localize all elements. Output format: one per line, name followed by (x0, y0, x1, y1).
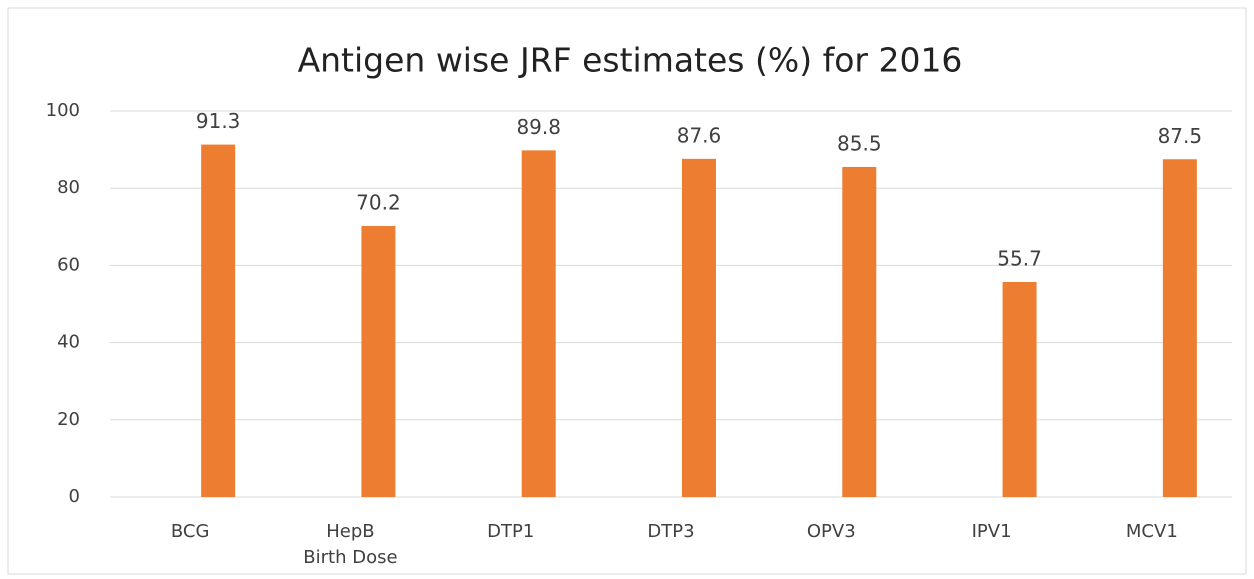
data-label: 85.5 (837, 131, 882, 155)
bar (682, 158, 716, 497)
x-tick-label: DTP1 (487, 521, 534, 542)
x-tick-label: MCV1 (1126, 521, 1178, 542)
y-tick-label: 40 (57, 332, 80, 353)
x-tick-label: BCG (171, 521, 210, 542)
chart-title: Antigen wise JRF estimates (%) for 2016 (298, 41, 963, 80)
x-tick-label: OPV3 (807, 521, 856, 542)
data-label: 55.7 (997, 246, 1042, 270)
bar (1002, 281, 1037, 497)
data-label: 89.8 (516, 115, 561, 139)
bar (201, 144, 236, 497)
data-label: 91.3 (196, 109, 241, 133)
y-tick-label: 60 (57, 254, 80, 275)
y-tick-label: 80 (57, 177, 80, 198)
data-label: 87.6 (677, 123, 722, 147)
bar (1162, 159, 1197, 497)
data-label: 70.2 (356, 191, 401, 215)
y-tick-label: 0 (69, 486, 80, 507)
x-tick-label: HepB Birth Dose (303, 521, 397, 568)
x-tick-label: DTP3 (647, 521, 694, 542)
chart-frame (7, 7, 1247, 575)
bar (521, 150, 556, 497)
y-tick-label: 100 (46, 100, 80, 121)
x-tick-label: IPV1 (972, 521, 1012, 542)
data-label: 87.5 (1158, 124, 1203, 148)
bar (842, 166, 877, 497)
y-tick-label: 20 (57, 409, 80, 430)
bar (361, 226, 396, 497)
